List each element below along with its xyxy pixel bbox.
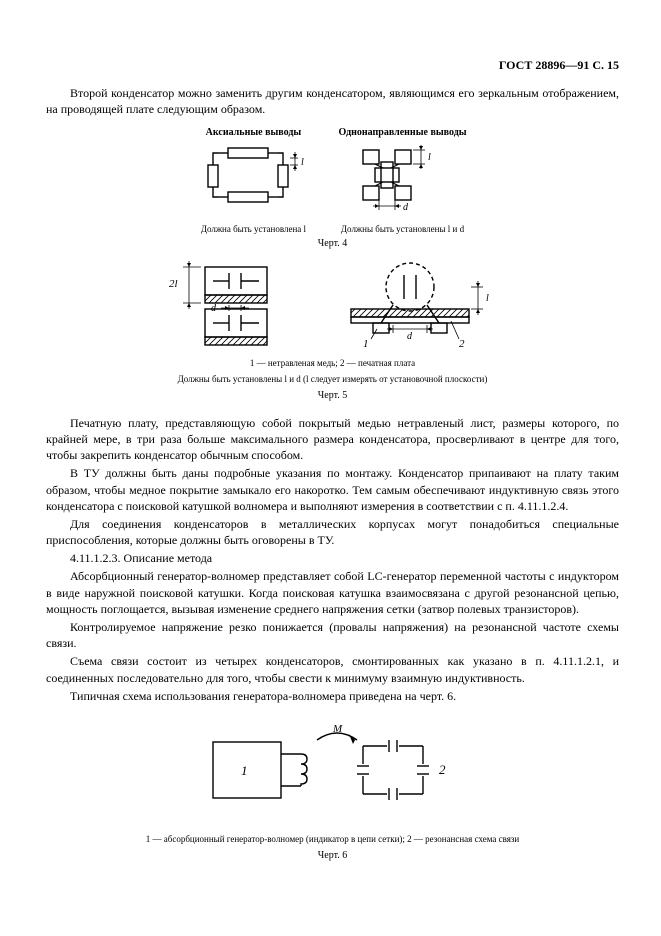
body-p3: Для соединения конденсаторов в металличе… [46,516,619,548]
fig5-label-1: 1 [363,338,369,350]
fig4-heading-left: Аксиальные выводы [206,127,302,138]
body-p4: 4.11.1.2.3. Описание метода [46,550,619,566]
fig5-right-svg: 1 2 d l [333,259,503,354]
fig4-unidir-svg: l d [343,142,463,220]
fig5-left-svg: 2l d [163,259,303,354]
body-p2: В ТУ должны быть даны подробные указания… [46,465,619,514]
body-p6: Контролируемое напряжение резко понижает… [46,619,619,651]
body-p7: Съема связи состоит из четырех конденсат… [46,653,619,685]
fig4-left-col: Аксиальные выводы [198,127,308,234]
fig4-number: Черт. 4 [46,238,619,249]
figure-5-block: 2l d [46,259,619,400]
fig6-label-2: 2 [439,762,446,777]
fig5-dim-2l: 2l [169,278,178,290]
body-p1: Печатную плату, представляющую собой пок… [46,415,619,464]
fig5-number: Черт. 5 [46,390,619,401]
page: ГОСТ 28896—91 С. 15 Второй конденсатор м… [0,0,661,936]
body-p8: Типичная схема использования генератора-… [46,688,619,704]
fig4-right-col: Однонаправленные выводы [338,127,466,234]
fig4-caption-left: Должна быть установлена l [201,224,306,234]
figure-6-block: M 1 [46,720,619,861]
fig4-caption-right: Должны быть установлены l и d [341,224,464,234]
fig4-dim-d: d [403,202,409,213]
fig5-note2: Должны быть установлены l и d (l следует… [46,374,619,386]
fig6-number: Черт. 6 [46,850,619,861]
fig5-dim-l: l [486,293,489,304]
body-section: Печатную плату, представляющую собой пок… [46,415,619,704]
fig4-dim-l: l [301,157,304,168]
fig5-label-2: 2 [459,338,465,350]
fig6-note: 1 — абсорбционный генератор-волномер (ин… [46,834,619,846]
fig6-svg: M 1 [183,720,483,830]
fig5-dim-d-right: d [407,331,413,342]
fig4-heading-right: Однонаправленные выводы [338,127,466,138]
fig6-label-1: 1 [241,763,248,778]
intro-paragraph: Второй конденсатор можно заменить другим… [46,85,619,117]
body-p5: Абсорбционный генератор-волномер предста… [46,568,619,617]
fig4-dim-l2: l [428,152,431,163]
figure-4-block: Аксиальные выводы [46,127,619,249]
page-header: ГОСТ 28896—91 С. 15 [46,58,619,73]
fig5-note1: 1 — нетравленая медь; 2 — печатная плата [46,358,619,370]
fig4-axial-svg: l [198,142,308,220]
fig6-label-M: M [332,723,343,735]
